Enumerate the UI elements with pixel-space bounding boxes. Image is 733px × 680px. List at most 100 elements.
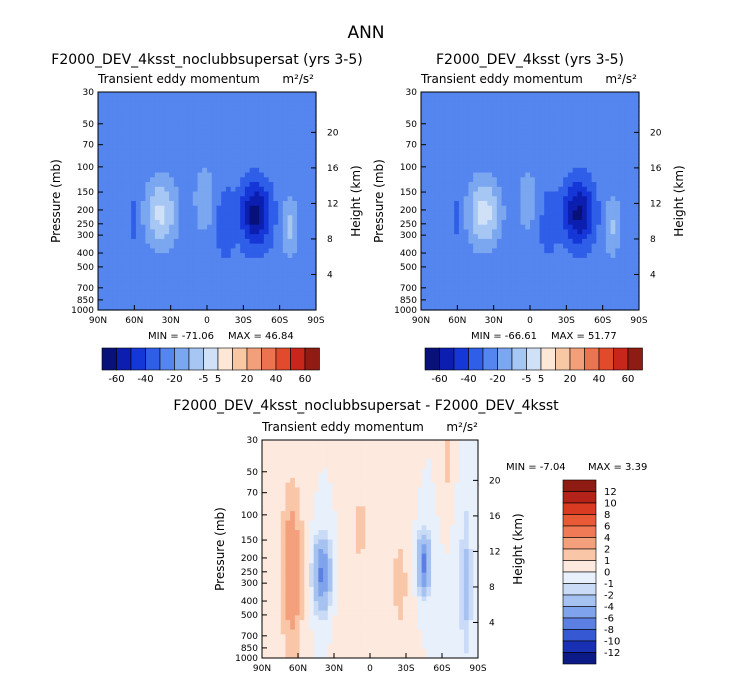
heat-cell: [207, 139, 213, 145]
heat-cell: [492, 134, 498, 140]
heat-cell: [544, 139, 550, 145]
heat-cell: [416, 492, 423, 498]
heat-cell: [572, 229, 578, 235]
heat-cell: [240, 125, 246, 131]
heat-cell: [173, 238, 180, 245]
heat-cell: [297, 229, 303, 235]
heat-cell: [154, 120, 161, 126]
heat-cell: [173, 300, 180, 306]
heat-cell: [140, 125, 146, 131]
heat-cell: [473, 300, 479, 306]
heat-cell: [121, 267, 128, 273]
heat-cell: [454, 125, 460, 131]
heat-cell: [605, 125, 612, 131]
heat-cell: [553, 286, 560, 292]
heat-cell: [620, 257, 626, 264]
heat-cell: [259, 234, 265, 240]
heat-cell: [577, 129, 583, 136]
y-tick-label: 200: [77, 206, 94, 216]
heat-cell: [463, 139, 469, 145]
heat-cell: [240, 120, 246, 126]
heat-cell: [586, 134, 593, 140]
heat-cell: [183, 276, 189, 283]
heat-cell: [244, 267, 251, 273]
heat-cell: [567, 182, 574, 188]
heat-cell: [454, 458, 460, 465]
heat-cell: [563, 276, 569, 283]
heat-cell: [601, 134, 607, 140]
heat-cell: [301, 110, 308, 117]
heat-cell: [539, 144, 545, 150]
heat-cell: [586, 167, 593, 174]
heat-cell: [610, 253, 616, 259]
heat-cell: [444, 110, 451, 117]
heat-cell: [430, 158, 436, 164]
heat-cell: [487, 229, 493, 235]
heat-cell: [572, 92, 578, 98]
heat-cell: [273, 262, 279, 268]
heat-cell: [601, 286, 607, 292]
heat-cell: [412, 487, 418, 493]
heat-cell: [530, 295, 536, 302]
heat-cell: [629, 300, 635, 306]
heat-cell: [463, 248, 469, 254]
heat-cell: [282, 248, 289, 254]
heat-cell: [202, 224, 208, 231]
heat-cell: [306, 234, 312, 240]
heat-cell: [131, 201, 137, 207]
panel-right: F2000_DEV_4ksst (yrs 3-5) Transient eddy…: [372, 52, 686, 342]
heat-cell: [221, 196, 227, 202]
heat-cell: [173, 129, 180, 136]
heat-cell: [290, 496, 296, 503]
heat-cell: [544, 172, 550, 178]
heat-cell: [216, 215, 222, 221]
heat-cell: [582, 201, 588, 207]
heat-cell: [294, 468, 301, 474]
heat-cell: [520, 291, 526, 297]
heat-cell: [116, 238, 123, 245]
heat-cell: [426, 492, 432, 498]
heat-cell: [370, 487, 376, 493]
heat-cell: [548, 295, 555, 302]
heat-cell: [202, 300, 208, 306]
x-tick-label: 60N: [448, 316, 466, 326]
heat-cell: [577, 167, 583, 174]
heat-cell: [468, 267, 474, 273]
heat-cell: [525, 257, 531, 264]
heat-cell: [202, 234, 208, 240]
heat-cell: [501, 139, 507, 145]
heat-cell: [553, 229, 560, 235]
heat-cell: [582, 191, 588, 197]
heat-cell: [558, 224, 564, 231]
heat-cell: [430, 167, 436, 174]
heat-cell: [482, 219, 488, 226]
heat-cell: [463, 205, 469, 212]
heat-cell: [346, 487, 352, 493]
heat-cell: [102, 196, 109, 202]
heat-cell: [449, 110, 455, 117]
heat-cell: [477, 96, 484, 103]
heat-cell: [135, 267, 142, 273]
heat-cell: [620, 243, 626, 249]
heat-cell: [596, 210, 602, 216]
heat-cell: [582, 272, 588, 278]
heat-cell: [591, 305, 597, 311]
heat-cell: [624, 234, 631, 240]
heat-cell: [271, 487, 277, 493]
heat-cell: [458, 295, 465, 302]
heat-cell: [553, 267, 560, 273]
heat-cell: [577, 286, 583, 292]
y-tick-label: 50: [406, 120, 418, 130]
heat-cell: [287, 92, 293, 98]
heat-cell: [154, 177, 161, 183]
heat-cell: [173, 305, 180, 311]
heat-cell: [294, 454, 301, 460]
heat-cell: [299, 458, 305, 465]
heat-cell: [539, 106, 545, 112]
heat-cell: [449, 167, 455, 174]
heat-cell: [534, 134, 541, 140]
heat-cell: [225, 248, 232, 254]
heat-cell: [287, 115, 293, 122]
heat-cell: [577, 229, 583, 235]
